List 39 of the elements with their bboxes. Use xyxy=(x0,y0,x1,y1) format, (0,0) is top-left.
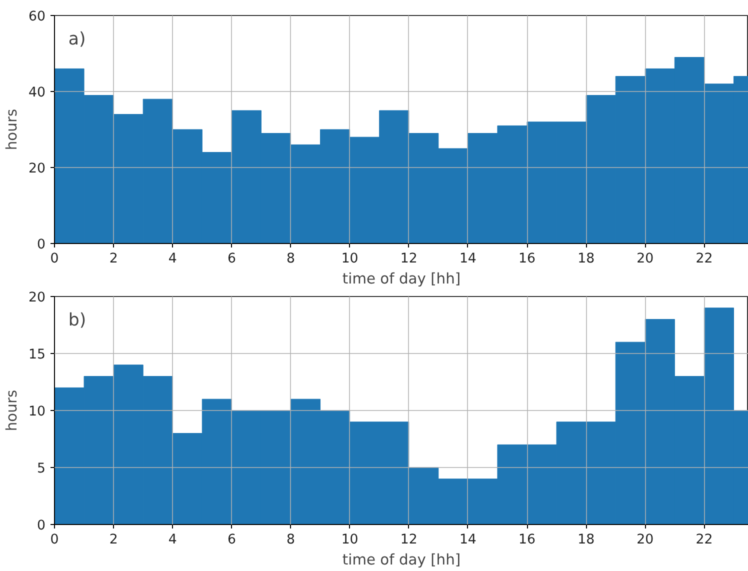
x-tick-label: 10 xyxy=(341,532,358,548)
y-tick-label: 0 xyxy=(37,518,46,534)
x-tick-label: 20 xyxy=(636,252,654,266)
y-tick-label: 0 xyxy=(37,238,46,252)
y-tick-label: 20 xyxy=(28,162,46,176)
annotation: b) xyxy=(68,310,86,331)
x-tick-label: 16 xyxy=(518,532,536,548)
x-axis-title: time of day [hh] xyxy=(342,552,461,568)
x-tick-label: 4 xyxy=(168,532,177,548)
y-tick-label: 60 xyxy=(28,10,46,24)
x-tick-label: 0 xyxy=(50,252,59,266)
x-tick-label: 12 xyxy=(400,532,418,548)
y-tick-label: 20 xyxy=(28,290,46,306)
x-tick-label: 2 xyxy=(109,252,118,266)
x-tick-label: 12 xyxy=(400,252,418,266)
x-tick-label: 8 xyxy=(286,532,295,548)
y-tick-label: 10 xyxy=(28,404,46,420)
x-tick-label: 16 xyxy=(518,252,536,266)
x-tick-label: 22 xyxy=(696,252,713,266)
y-tick-label: 5 xyxy=(37,462,46,476)
x-tick-label: 14 xyxy=(459,532,476,548)
x-tick-label: 8 xyxy=(286,252,295,266)
x-tick-label: 0 xyxy=(50,532,59,548)
x-tick-label: 10 xyxy=(341,252,358,266)
annotation: a) xyxy=(68,30,86,50)
x-tick-label: 14 xyxy=(459,252,476,266)
x-tick-label: 6 xyxy=(227,532,236,548)
x-tick-label: 2 xyxy=(109,532,118,548)
y-axis-title: hours xyxy=(4,108,21,150)
y-tick-label: 15 xyxy=(28,348,46,362)
x-tick-label: 18 xyxy=(578,252,595,266)
x-tick-label: 18 xyxy=(578,532,595,548)
x-axis-title: time of day [hh] xyxy=(342,270,461,288)
x-tick-label: 22 xyxy=(696,532,713,548)
x-tick-label: 20 xyxy=(636,532,654,548)
y-tick-label: 40 xyxy=(28,86,46,100)
x-tick-label: 6 xyxy=(227,252,236,266)
y-axis-title: hours xyxy=(4,390,21,432)
x-tick-label: 4 xyxy=(168,252,177,266)
